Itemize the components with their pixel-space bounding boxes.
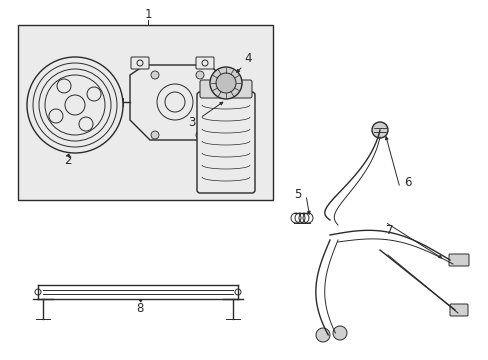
Bar <box>18 25 272 200</box>
Text: 4: 4 <box>244 51 251 64</box>
Circle shape <box>196 131 203 139</box>
Circle shape <box>151 71 159 79</box>
Text: 2: 2 <box>64 153 72 166</box>
FancyBboxPatch shape <box>449 304 467 316</box>
Text: 6: 6 <box>404 176 411 189</box>
Circle shape <box>332 326 346 340</box>
FancyBboxPatch shape <box>131 57 149 69</box>
Text: 8: 8 <box>136 302 143 315</box>
Circle shape <box>216 73 236 93</box>
Circle shape <box>196 71 203 79</box>
Text: 7: 7 <box>386 224 393 237</box>
FancyBboxPatch shape <box>448 254 468 266</box>
Polygon shape <box>130 65 220 140</box>
FancyBboxPatch shape <box>196 57 214 69</box>
Text: 1: 1 <box>144 9 151 22</box>
Text: 5: 5 <box>294 189 301 202</box>
Circle shape <box>151 131 159 139</box>
FancyBboxPatch shape <box>200 80 251 98</box>
Circle shape <box>209 67 242 99</box>
Text: 3: 3 <box>188 117 195 130</box>
Circle shape <box>315 328 329 342</box>
Circle shape <box>371 122 387 138</box>
FancyBboxPatch shape <box>197 92 254 193</box>
